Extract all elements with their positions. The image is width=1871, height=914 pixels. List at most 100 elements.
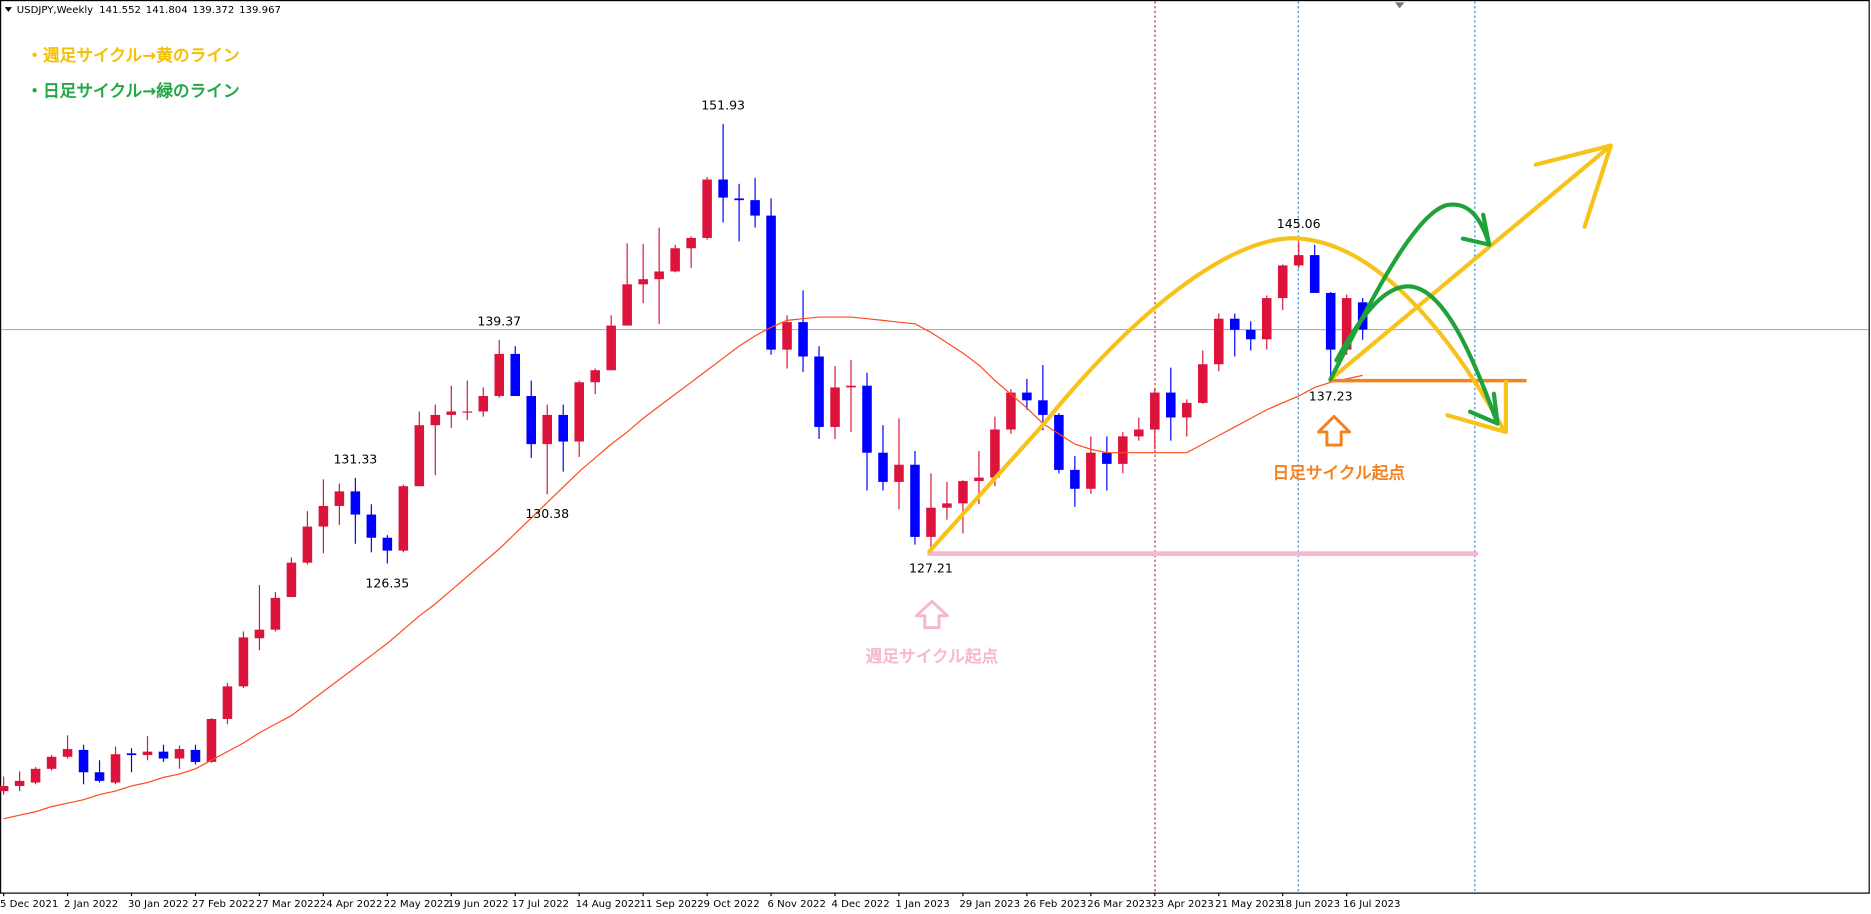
close-value: 139.967 [239,5,281,16]
candle-body [542,414,553,445]
candle-body [990,429,1000,478]
candle-body [766,215,776,350]
candle-body [926,507,936,537]
open-value: 141.552 [99,5,141,16]
candle-body [414,425,425,487]
candle-body [206,719,217,762]
x-tick-label: 19 Jun 2022 [448,899,509,910]
candle-body [670,248,680,272]
candle-body [494,353,505,397]
candle-body [510,353,521,397]
candle-body [1213,318,1224,365]
candle-body [1134,429,1144,437]
candle-body [174,749,185,759]
candle-body [94,772,105,781]
candle-body [1022,392,1032,401]
x-tick-label: 22 May 2022 [384,899,450,910]
x-tick-label: 14 Aug 2022 [576,899,641,910]
x-tick-label: 18 Jun 2023 [1279,899,1340,910]
header-icon [4,7,12,12]
high-label: 139.37 [477,314,521,329]
candle-body [222,686,233,720]
x-tick-label: 26 Feb 2023 [1023,899,1086,910]
candle-body [526,396,537,445]
weekly-cycle-line [1328,143,1613,382]
candle-body [1102,452,1112,464]
candle-body [302,526,313,563]
arrow-head [1460,212,1492,247]
candle-body [126,753,137,756]
candle-body [110,754,121,783]
candle-body [638,279,648,285]
x-tick-label: 16 Jul 2023 [1343,899,1400,910]
candle-body [1229,318,1240,330]
arrow-head [1467,391,1500,426]
candle-body [1277,265,1288,299]
candle-body [1118,436,1128,464]
high-value: 141.804 [146,5,188,16]
candle-body [1293,255,1304,266]
candle-body [1166,392,1176,418]
symbol: USDJPY,Weekly [17,5,93,16]
candle-body [1054,414,1064,470]
candle-body [190,749,201,762]
legend-weekly: ・週足サイクル→黄のライン [26,45,239,65]
candle-body [446,411,457,415]
candle-body [750,200,760,216]
up-arrow-icon [914,599,949,630]
x-tick-label: 24 Apr 2022 [320,899,383,910]
x-tick-label: 21 May 2023 [1215,899,1281,910]
candle-body [238,637,249,687]
x-tick-label: 4 Dec 2022 [831,899,889,910]
candle-body [1245,329,1256,340]
candle-body [798,322,808,357]
low-value: 139.372 [192,5,234,16]
x-tick-label: 11 Sep 2022 [640,899,704,910]
candle-body [1150,392,1160,430]
low-label: 126.35 [365,575,409,590]
candle-body [1070,469,1080,489]
candle-body [702,179,712,238]
x-tick-label: 29 Jan 2023 [959,899,1020,910]
candle-body [286,562,297,598]
drawings [914,143,1613,630]
candle-body [942,503,952,508]
plot-frame [0,0,1870,894]
candle-body [478,396,489,412]
candle-body [350,491,361,515]
x-tick-label: 30 Jan 2022 [128,899,189,910]
candle-body [878,452,888,482]
candle-body [430,414,441,426]
low-label: 127.21 [909,561,953,576]
candle-body [270,597,281,630]
arrow-head [1445,379,1508,435]
candle-body [1182,402,1192,418]
high-label: 151.93 [701,98,745,113]
candle-body [862,385,872,453]
daily-origin-label: 日足サイクル起点 [1272,462,1405,482]
x-tick-label: 1 Jan 2023 [895,899,949,910]
x-tick-label: 27 Feb 2022 [192,899,255,910]
candle-body [462,411,473,413]
candle-body [158,751,169,759]
high-label: 131.33 [333,452,377,467]
candle-body [590,370,600,383]
x-tick-label: 6 Nov 2022 [767,899,825,910]
moving-average [3,316,1363,820]
candle-body [1198,364,1208,403]
candle-body [574,382,584,442]
candle-body [734,198,744,201]
x-tick-label: 23 Apr 2023 [1151,899,1214,910]
shift-marker [1394,2,1405,9]
candle-body [654,271,664,280]
candle-body [62,749,73,757]
candle-body [14,780,25,787]
weekly-cycle-arc [927,236,1506,554]
candle-body [814,356,824,427]
candle-body [958,481,968,504]
up-arrow-icon [1317,414,1352,447]
candle-body [1341,298,1352,350]
candle-body [1038,400,1048,415]
daily-cycle-arc [1334,284,1500,426]
